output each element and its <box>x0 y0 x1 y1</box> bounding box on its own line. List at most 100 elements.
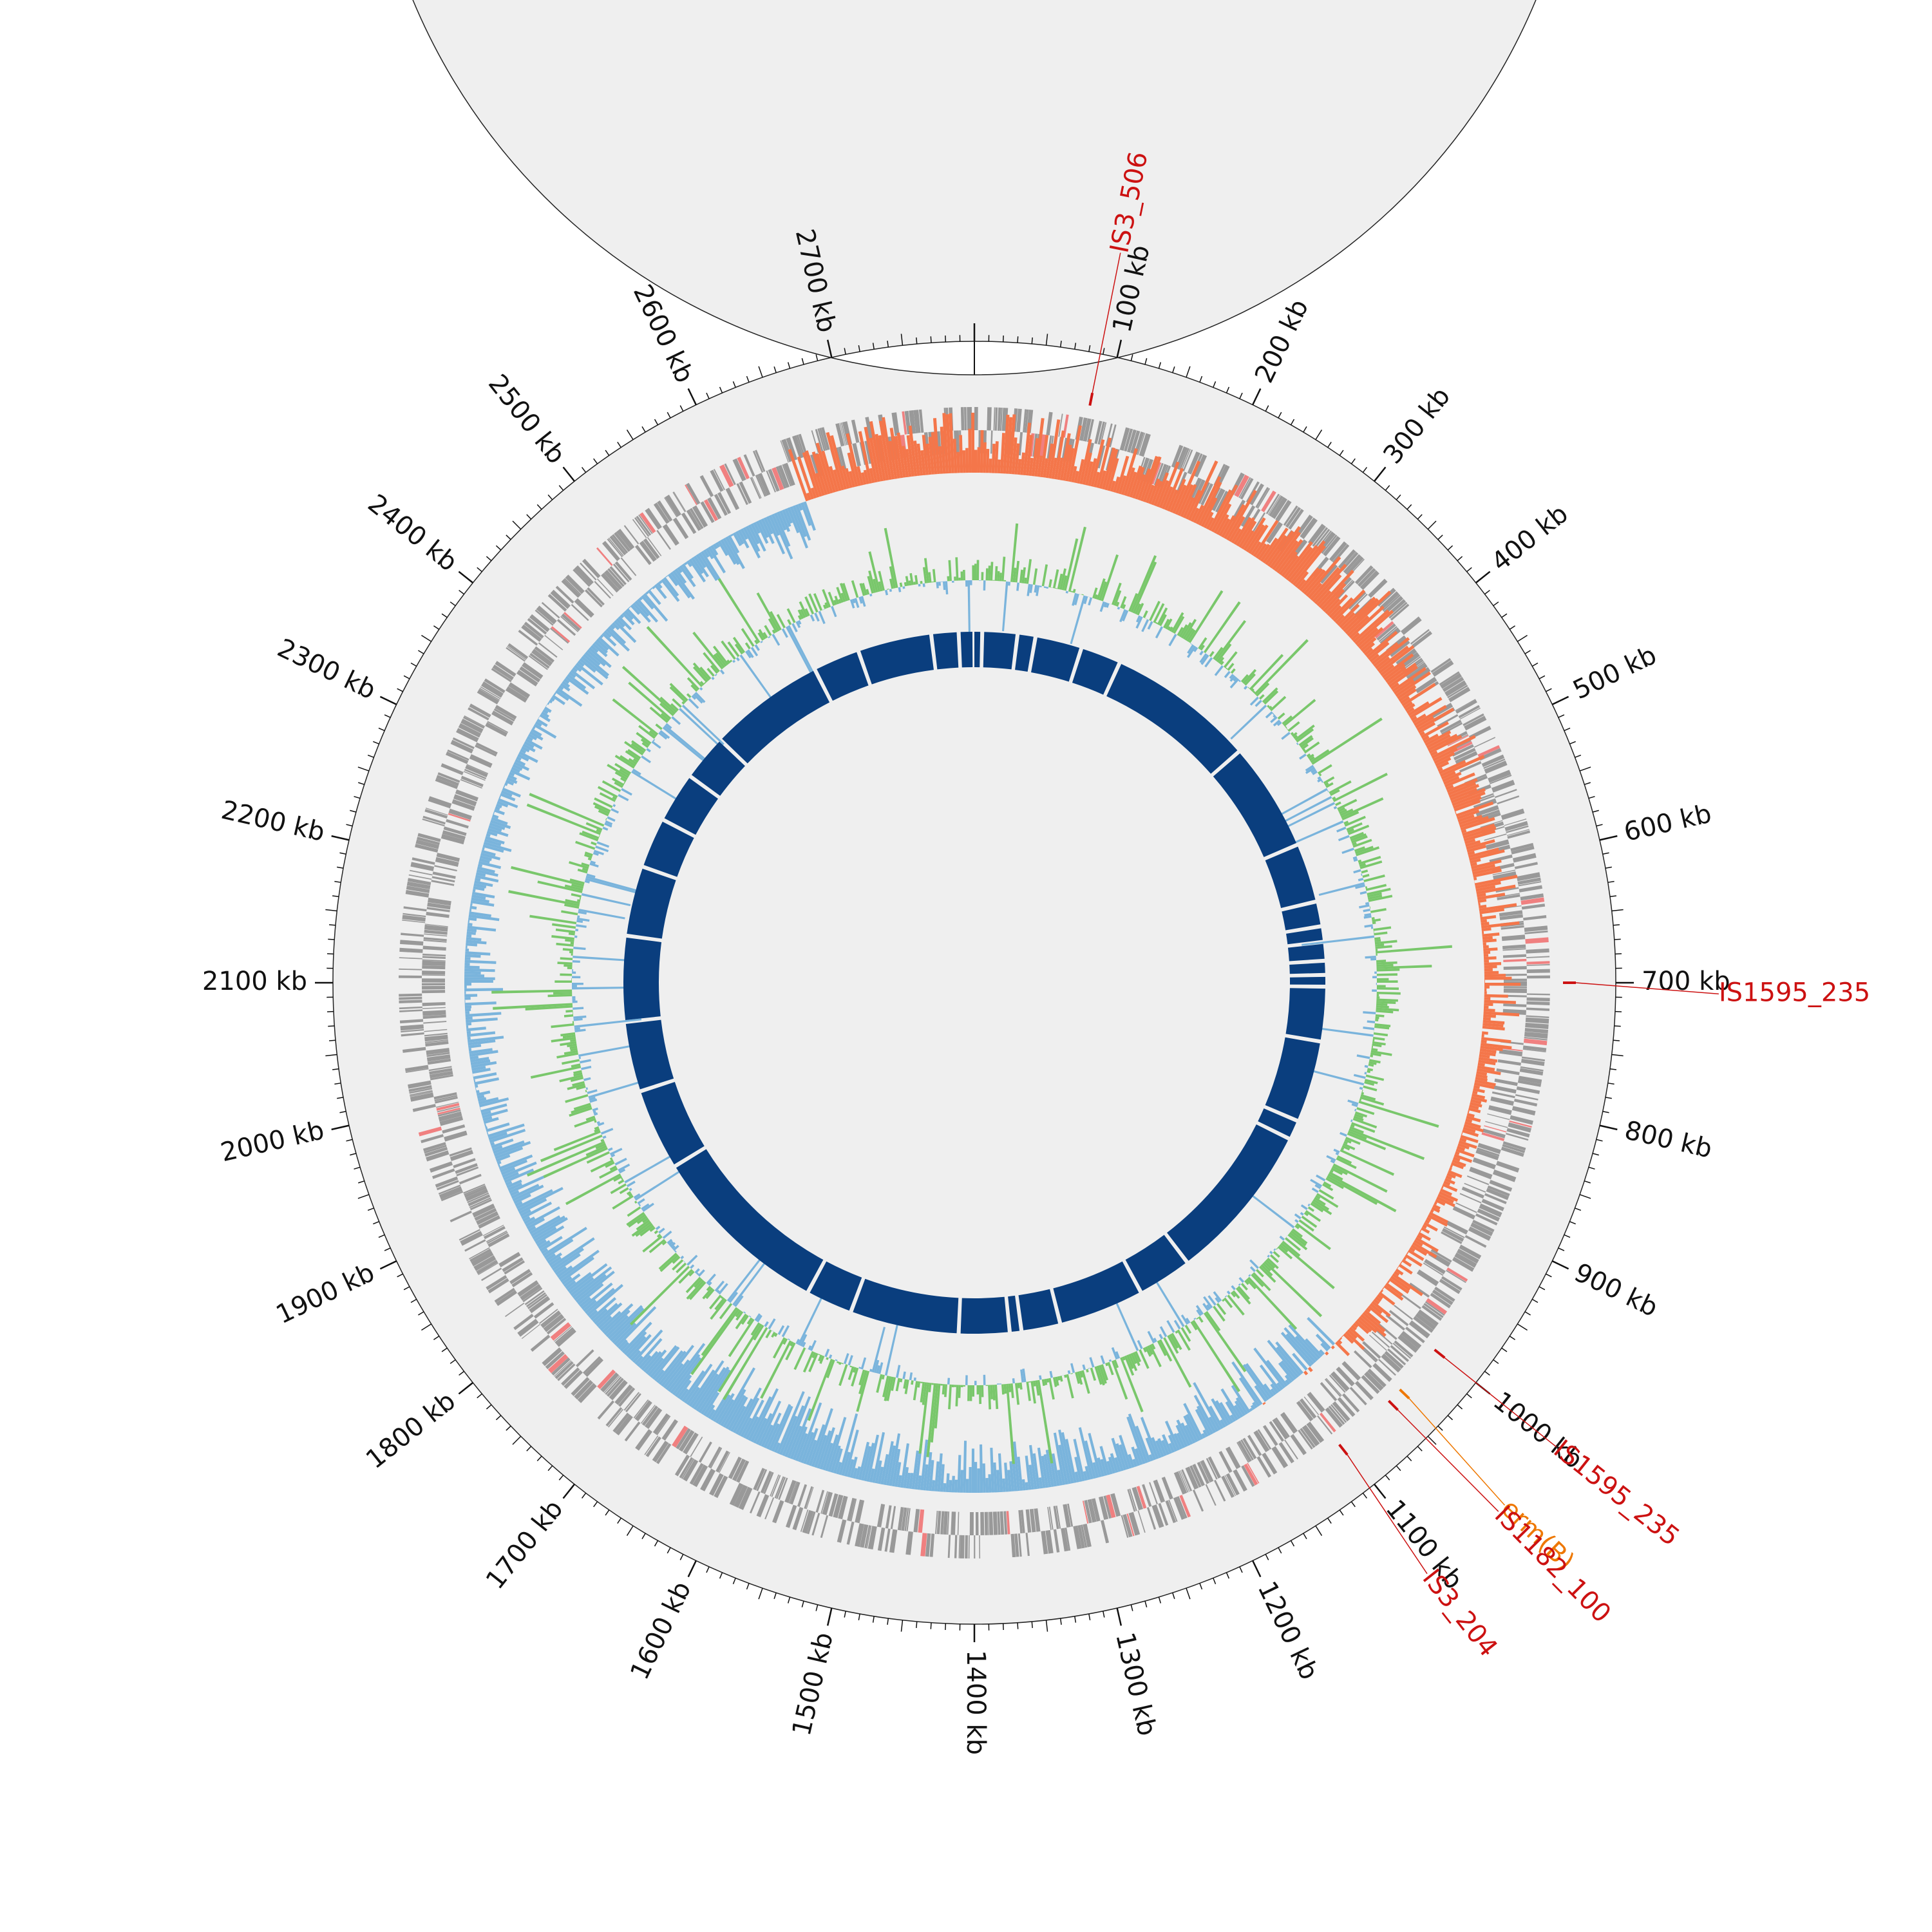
skew-bar <box>465 1012 502 1018</box>
minor-tick <box>373 741 379 744</box>
gc-bar <box>965 580 968 587</box>
gene <box>1249 483 1264 506</box>
gc-bar <box>702 1287 714 1300</box>
gc-bar <box>1184 1325 1192 1334</box>
gene <box>1146 1507 1157 1530</box>
skew-bar <box>677 1379 692 1399</box>
gc-bar <box>1248 1274 1251 1277</box>
gc-bar <box>1355 884 1365 889</box>
gc-bar <box>983 1374 986 1385</box>
gc-bar <box>626 1191 632 1195</box>
gc-bar <box>1299 753 1307 760</box>
skew-bar <box>1325 598 1341 614</box>
skew-bar <box>787 1425 802 1459</box>
gene <box>1325 1378 1342 1396</box>
gene <box>469 703 491 718</box>
gene <box>1503 958 1527 962</box>
skew-bar <box>1176 1432 1186 1448</box>
gc-bar <box>628 1213 647 1228</box>
skew-bar <box>1483 1011 1520 1017</box>
skew-bar <box>1084 1440 1097 1479</box>
skew-bar <box>468 1044 482 1048</box>
gc-bar <box>1269 696 1287 712</box>
skew-bar <box>700 1369 731 1415</box>
skew-bar <box>574 665 582 672</box>
gene <box>494 1287 515 1303</box>
gc-bar <box>526 803 601 835</box>
gc-bar <box>849 599 855 609</box>
skew-bar <box>1466 1113 1475 1118</box>
gene <box>426 1150 450 1162</box>
gene <box>943 1511 948 1535</box>
skew-bar <box>467 1031 496 1037</box>
gc-bar <box>954 1385 956 1387</box>
skew-bar <box>1218 518 1231 536</box>
skew-bar <box>1206 516 1215 530</box>
gc-bar <box>1163 1337 1192 1388</box>
skew-bar <box>949 413 954 473</box>
skew-bar <box>621 1321 652 1354</box>
skew-bar <box>1482 1019 1505 1025</box>
skew-bar <box>686 1387 701 1406</box>
gc-bar <box>594 1128 600 1133</box>
gc-bar <box>1186 629 1196 642</box>
skew-bar <box>800 1432 815 1464</box>
gc-bar <box>1153 603 1165 623</box>
gc-bar <box>1359 863 1366 867</box>
contig <box>1106 664 1238 774</box>
skew-bar <box>1441 1186 1444 1189</box>
gene <box>553 1326 573 1342</box>
gene <box>1317 1415 1333 1435</box>
minor-tick <box>641 426 646 433</box>
skew-bar <box>679 565 696 587</box>
gc-bar <box>659 703 674 717</box>
gc-bar <box>1048 1378 1055 1400</box>
skew-bar <box>829 435 848 490</box>
gc-bar <box>1163 618 1170 629</box>
minor-tick <box>1315 430 1323 440</box>
gc-bar <box>576 917 590 922</box>
skew-bar <box>1466 844 1486 853</box>
gc-bar <box>1205 1311 1221 1332</box>
minor-tick <box>526 514 532 520</box>
skew-bar <box>575 662 603 686</box>
skew-bar <box>782 509 791 527</box>
gene <box>753 1468 766 1491</box>
gc-bar <box>1376 978 1389 981</box>
gene <box>545 1351 565 1370</box>
skew-bar <box>1110 480 1116 492</box>
gene <box>524 1290 545 1305</box>
skew-bar <box>945 1473 950 1492</box>
gc-bar <box>741 1314 749 1325</box>
gc-bar <box>1103 601 1108 608</box>
skew-bar <box>940 1464 945 1492</box>
gene <box>437 1109 461 1117</box>
minor-tick <box>1501 613 1508 618</box>
gene <box>1127 1489 1136 1512</box>
gc-bar <box>1370 1052 1381 1057</box>
skew-bar <box>654 1369 665 1382</box>
gc-bar <box>562 1059 580 1065</box>
gc-bar <box>605 818 607 820</box>
gc-bar <box>636 1215 648 1224</box>
skew-bar <box>466 942 478 947</box>
minor-tick <box>1569 741 1576 744</box>
gene <box>469 1248 491 1262</box>
gene <box>1298 1429 1313 1450</box>
minor-tick <box>1466 567 1472 573</box>
gene <box>1320 1382 1338 1401</box>
gc-bar <box>575 840 596 850</box>
gc-bar <box>1341 797 1384 819</box>
gc-bar <box>1318 1189 1334 1200</box>
gc-bar <box>776 614 786 629</box>
gc-bar <box>1208 1295 1217 1306</box>
gene <box>913 1508 920 1533</box>
gc-bar <box>1360 1094 1376 1101</box>
gene <box>1265 493 1280 515</box>
gc-bar <box>1301 1215 1318 1228</box>
skew-bar <box>581 1282 613 1310</box>
gene <box>1034 1508 1041 1532</box>
gene <box>1455 751 1478 764</box>
gene <box>1486 1188 1510 1200</box>
gc-bar <box>564 884 583 891</box>
